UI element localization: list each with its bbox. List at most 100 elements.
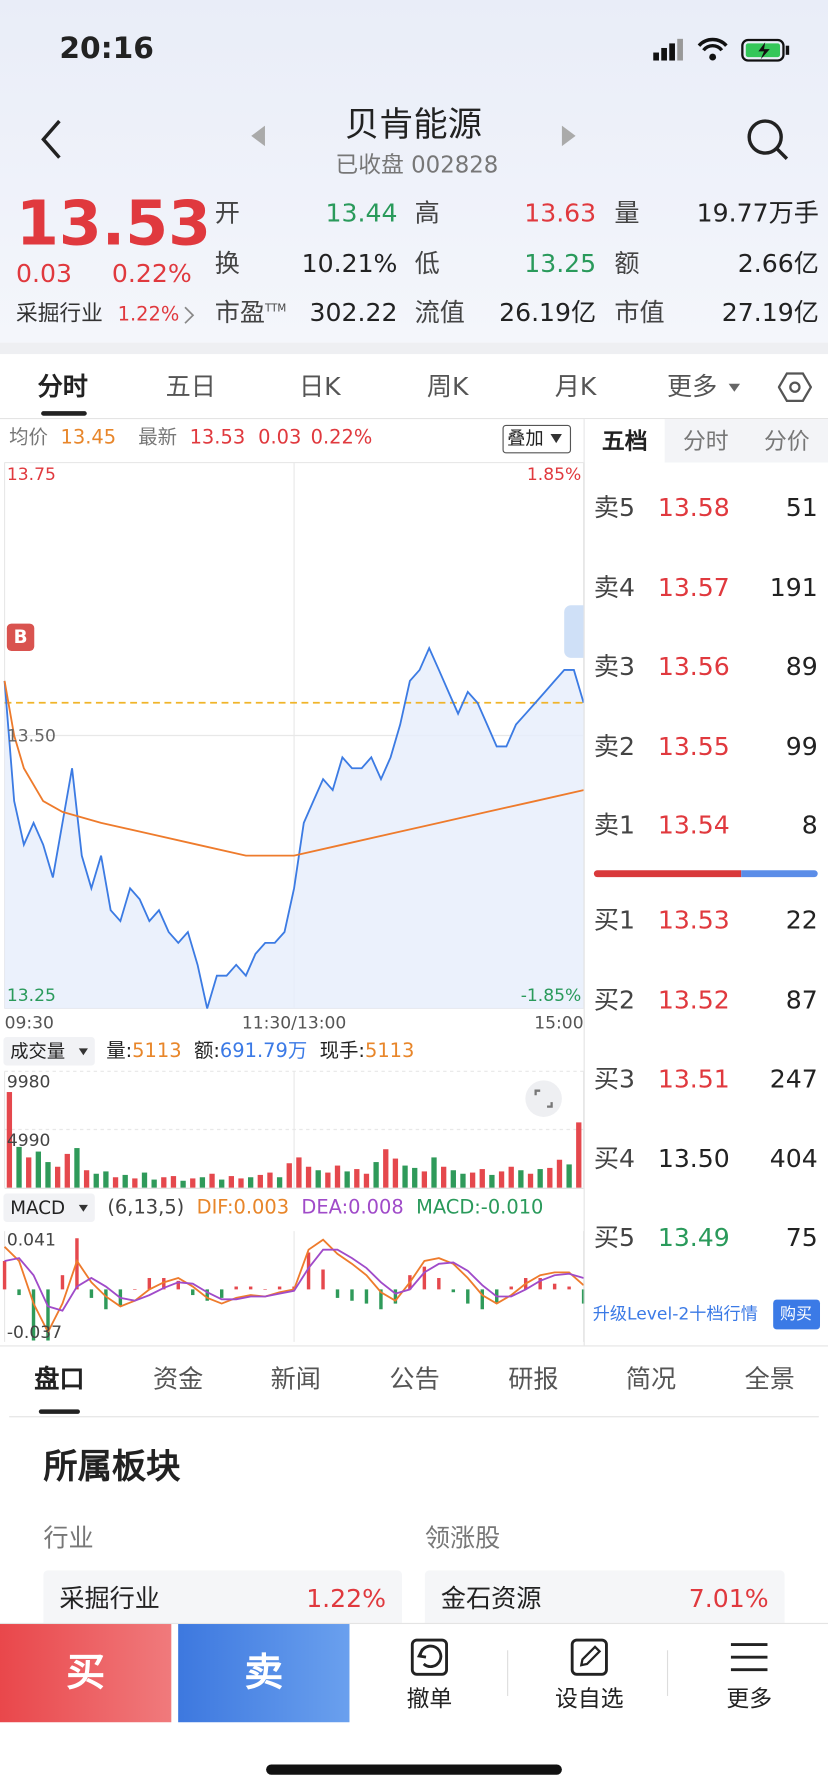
level-volume: 99 [785,733,818,762]
settings-icon[interactable] [777,370,813,404]
level-volume: 247 [769,1065,818,1095]
overlay-button[interactable] [502,424,572,454]
macd-title[interactable]: MACD [10,1196,66,1219]
macd-bar [219,1289,224,1298]
detail-tab[interactable]: 研报 [508,1365,559,1395]
volume-bar [325,1172,331,1188]
field-label: 额 [614,250,640,279]
search-button[interactable] [745,116,791,162]
more-label[interactable]: 更多 [726,1684,773,1712]
more-icon[interactable] [729,1640,770,1674]
detail-tab[interactable]: 公告 [389,1365,440,1395]
field-value: 13.44 [325,199,398,229]
level-label: 买4 [593,1145,635,1175]
chart-tab[interactable]: 五日 [165,373,216,403]
order-tab[interactable]: 分时 [682,427,729,455]
stat-value: 691.79万 [219,1039,308,1063]
stat-value: 5113 [364,1039,415,1063]
macd-bar [393,1289,398,1304]
detail-tab[interactable]: 资金 [153,1365,204,1395]
leader-card[interactable] [424,1570,785,1630]
watch-icon[interactable] [570,1638,609,1677]
buy-label[interactable]: 买 [66,1650,106,1696]
field-label: 换 [214,250,240,279]
sell-label[interactable]: 卖 [244,1650,284,1696]
legend-dif: DIF:0.003 [196,1196,290,1220]
ratio-bar-sell [593,870,742,878]
buy-button[interactable] [0,1624,172,1723]
macd-bar [350,1289,354,1301]
order-tab[interactable]: 五档 [601,427,648,455]
chart-tab[interactable]: 更多 [666,373,718,403]
buy-level2-button[interactable] [773,1299,821,1330]
next-stock[interactable] [560,125,578,149]
volume-bar [383,1149,389,1188]
volume-bar [180,1180,186,1188]
legend-latest-value: 13.53 [189,426,246,450]
sell-button[interactable] [178,1624,350,1723]
watch-label[interactable]: 设自选 [555,1684,624,1712]
macd-bar [552,1283,557,1290]
volume-bar [238,1178,244,1188]
prev-stock[interactable] [249,125,267,149]
volume-bar [276,1177,283,1188]
collapse-handle[interactable] [564,605,584,658]
macd-line [4,1248,584,1312]
overlay-label[interactable]: 叠加 [507,427,544,449]
industry-card[interactable] [43,1570,403,1630]
industry-card-name: 采掘行业 [59,1585,160,1614]
volume-bar [16,1146,22,1188]
buy-marker[interactable] [6,623,35,651]
price-change: 0.03 [15,260,72,289]
detail-tab[interactable]: 盘口 [34,1365,85,1395]
detail-tab[interactable]: 全景 [744,1365,795,1395]
expand-button[interactable] [524,1079,563,1118]
indicator-selector[interactable] [3,1193,95,1223]
buy-level2-label[interactable]: 购买 [780,1305,813,1324]
volume-bar [508,1166,514,1188]
volume-bar [469,1172,476,1188]
level-volume: 75 [785,1224,818,1253]
volume-stats: 量:5113 额:691.79万 现手:5113 [106,1042,414,1061]
chart-tab[interactable]: 分时 [37,373,88,403]
field-label-sup: TTM [264,303,287,315]
x-tick-label: 11:30/13:00 [242,1013,346,1033]
macd-bar [2,1260,7,1290]
detail-tab[interactable]: 简况 [625,1365,677,1395]
volume-title[interactable]: 成交量 [10,1040,66,1063]
volume-bar [267,1172,273,1188]
volume-bar [556,1159,563,1188]
volume-bar [421,1171,428,1188]
field-value: 302.22 [309,299,398,328]
chart-tab[interactable]: 月K [554,373,597,403]
legend-avg-name: 均价 [9,426,48,450]
chart-tab[interactable]: 周K [426,373,469,403]
volume-bar [151,1179,157,1188]
level-volume: 51 [785,494,818,524]
field-value: 10.21% [301,250,398,279]
legend-macd: MACD:-0.010 [416,1196,544,1220]
industry-name[interactable]: 采掘行业 [15,300,103,327]
level-label: 买2 [593,986,635,1016]
cancel-label[interactable]: 撤单 [406,1684,453,1712]
level2-upgrade[interactable]: 升级Level-2十档行情 [592,1303,758,1325]
cancel-icon[interactable] [410,1638,449,1677]
stat-value: 5113 [132,1039,182,1063]
detail-tab[interactable]: 新闻 [270,1365,321,1395]
stock-name: 贝肯能源 [344,105,482,146]
field-label: 市盈TTM [215,301,287,327]
order-tab-active [584,419,665,463]
macd-bar [17,1289,21,1296]
price-area [4,648,584,1009]
field-value: 19.77万手 [696,199,819,229]
volume-selector[interactable] [3,1036,95,1066]
chart-tab[interactable]: 日K [298,373,341,403]
volume-bar [527,1173,534,1188]
y-tick-label: 9980 [7,1073,51,1093]
order-tab[interactable]: 分价 [764,427,810,455]
level-label: 卖5 [593,494,635,524]
back-button[interactable] [34,116,68,162]
macd-bar [581,1289,585,1304]
ratio-bar-buy [741,870,818,878]
